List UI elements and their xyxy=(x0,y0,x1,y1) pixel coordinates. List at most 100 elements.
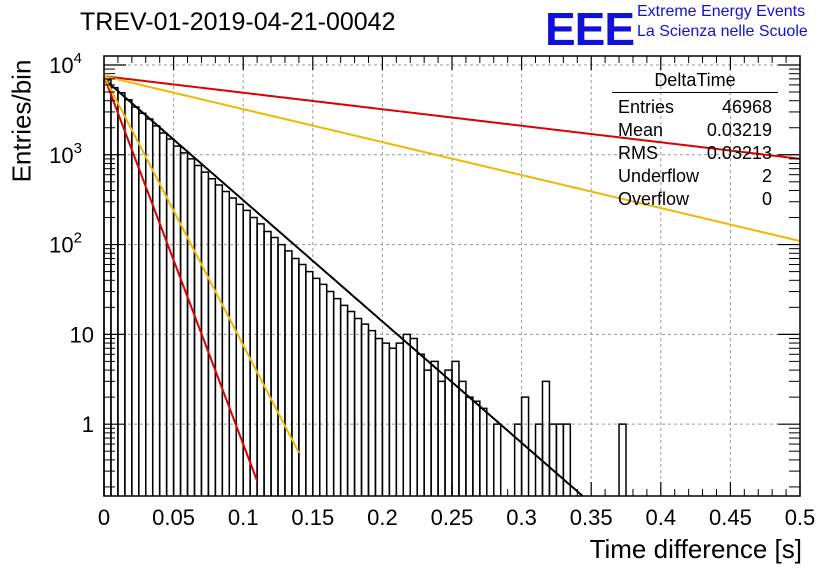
x-axis-label: Time difference [s] xyxy=(589,534,802,564)
x-tick-label: 0.1 xyxy=(228,505,259,530)
x-tick-label: 0.4 xyxy=(646,505,677,530)
x-tick-label: 0.05 xyxy=(152,505,195,530)
histogram-bin xyxy=(249,216,258,496)
stats-row-mean: Mean 0.03219 xyxy=(612,119,778,142)
histogram-bin xyxy=(367,329,377,496)
x-tick-label: 0 xyxy=(98,505,110,530)
histogram-bin xyxy=(291,257,300,496)
y-tick-label: 103 xyxy=(49,140,82,168)
histogram-bin xyxy=(416,353,425,496)
histogram-bin xyxy=(172,145,182,496)
x-tick-label: 0.5 xyxy=(785,505,816,530)
histogram-bin xyxy=(277,243,286,496)
histogram-bin xyxy=(513,423,523,496)
fit-curve xyxy=(103,75,801,160)
histogram-bin xyxy=(263,230,272,496)
histogram-bin xyxy=(325,290,335,496)
histogram-bin xyxy=(458,380,467,496)
fit-curves xyxy=(103,75,801,497)
x-tick-label: 0.3 xyxy=(506,505,537,530)
stats-label: Entries xyxy=(618,97,675,117)
histogram-bin xyxy=(437,380,446,496)
histogram-bin xyxy=(555,423,565,496)
logo-line2: La Scienza nelle Scuole xyxy=(637,23,808,40)
stats-row-underflow: Underflow 2 xyxy=(612,165,778,188)
histogram-bin xyxy=(541,380,551,496)
stats-value: 0.03219 xyxy=(706,120,772,140)
fit-curve xyxy=(103,75,300,454)
histogram-bin xyxy=(256,223,265,496)
y-axis-label-box: Entries/bin xyxy=(6,56,38,186)
eee-logo: EEE xyxy=(545,3,635,55)
axis-ticks xyxy=(103,56,801,496)
histogram-bin xyxy=(493,423,502,496)
histogram-bin xyxy=(548,423,558,496)
histogram-bin xyxy=(228,197,237,496)
tick-labels: 0 0.05 0.1 0.15 0.2 0.25 0.3 0.35 0.4 0.45 0.5 1 10 1… xyxy=(49,50,815,530)
histogram-bin xyxy=(298,263,307,496)
stats-label: Overflow xyxy=(618,189,690,209)
stats-value: 0.03213 xyxy=(706,143,772,163)
histogram-bin xyxy=(472,400,481,496)
y-axis-label: Entries/bin xyxy=(6,59,37,183)
histogram-bin xyxy=(430,360,439,496)
histogram-bin xyxy=(332,297,342,496)
histogram-bin xyxy=(305,270,314,496)
y-tick-label: 104 xyxy=(49,50,82,78)
histogram-bin xyxy=(423,369,432,496)
histogram xyxy=(103,79,627,496)
stats-box: DeltaTime Entries 46968 Mean 0.03219 RMS 0.… xyxy=(612,70,778,211)
histogram-bin xyxy=(124,99,133,496)
stats-title: DeltaTime xyxy=(612,70,778,93)
histogram-bin xyxy=(465,396,474,496)
stats-label: Underflow xyxy=(618,166,700,186)
logo-line1: Extreme Energy Events xyxy=(637,3,806,20)
stats-row-rms: RMS 0.03213 xyxy=(612,142,778,165)
histogram-bin xyxy=(186,158,196,496)
x-tick-label: 0.2 xyxy=(367,505,398,530)
histogram-bin xyxy=(214,184,224,496)
histogram-bin xyxy=(117,92,126,496)
histogram-bin xyxy=(235,203,244,496)
histogram-bin xyxy=(479,407,488,496)
histogram-bin xyxy=(395,342,405,496)
y-tick-label: 1 xyxy=(82,412,94,437)
stats-value: 46968 xyxy=(721,97,772,117)
x-tick-label: 0.45 xyxy=(709,505,752,530)
histogram-bin xyxy=(179,152,189,496)
histogram-bin xyxy=(388,347,398,496)
y-tick-label: 10 xyxy=(70,322,94,347)
histogram-bin xyxy=(145,118,154,496)
histogram-bin xyxy=(360,323,370,496)
fit-curve xyxy=(103,75,801,242)
stats-row-entries: Entries 46968 xyxy=(612,96,778,119)
histogram-bin xyxy=(402,333,411,496)
histogram-bin xyxy=(221,190,231,496)
histogram-bin xyxy=(409,337,418,496)
histogram-bin xyxy=(319,283,328,496)
stats-row-overflow: Overflow 0 xyxy=(612,188,778,211)
histogram-bin xyxy=(381,342,391,496)
histogram-bin xyxy=(618,423,627,496)
histogram-bin xyxy=(451,360,460,496)
histogram-bin xyxy=(207,178,217,496)
histogram-bin xyxy=(284,250,293,496)
histogram-bin xyxy=(562,423,572,496)
histogram-bin xyxy=(312,277,321,496)
stats-value: 2 xyxy=(761,166,772,186)
histogram-bin xyxy=(520,396,530,496)
histogram-bin xyxy=(444,369,453,496)
histogram-bin xyxy=(165,138,175,496)
histogram-bin xyxy=(103,79,112,496)
histogram-bin xyxy=(346,310,356,496)
x-tick-label: 0.15 xyxy=(291,505,334,530)
fit-curve xyxy=(103,78,584,497)
stats-value: 0 xyxy=(761,189,772,209)
histogram-bin xyxy=(270,236,279,496)
y-tick-label: 102 xyxy=(49,230,82,258)
stats-label: Mean xyxy=(618,120,664,140)
chart-title: TREV-01-2019-04-21-00042 xyxy=(80,8,396,36)
stats-label: RMS xyxy=(618,143,658,163)
